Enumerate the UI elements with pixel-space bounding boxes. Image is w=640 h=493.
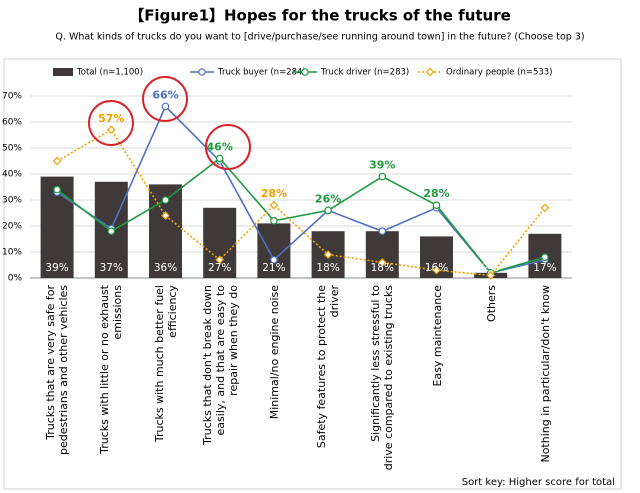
x-tick-label: Trucks that don't break down easily, and… xyxy=(200,285,240,445)
chart-title: 【Figure1】Hopes for the trucks of the fut… xyxy=(129,7,511,25)
point xyxy=(378,227,387,236)
y-tick-label: 60% xyxy=(2,118,22,128)
point xyxy=(161,102,170,111)
point xyxy=(53,185,61,194)
legend-label: Truck driver (n=283) xyxy=(320,68,409,78)
legend-marker xyxy=(198,68,206,76)
point xyxy=(215,255,225,265)
point xyxy=(52,156,62,166)
value-label: 16% xyxy=(425,262,448,274)
point xyxy=(540,203,550,213)
y-tick-label: 20% xyxy=(2,222,22,232)
value-label: 2% xyxy=(482,262,499,274)
footnote: Sort key: Higher score for total xyxy=(462,477,615,488)
point xyxy=(486,271,496,280)
series-line xyxy=(56,105,546,274)
x-tick-label: Trucks with little or no exhaust emissio… xyxy=(98,285,125,454)
point xyxy=(270,217,278,225)
x-tick-label: Easy maintenance xyxy=(430,285,443,387)
point xyxy=(107,227,116,236)
legend-marker xyxy=(425,67,435,77)
point xyxy=(432,201,441,210)
x-tick-label: Safety features to protect the driver xyxy=(315,285,342,449)
x-tick-label: Nothing in particular/don't know xyxy=(538,285,552,463)
legend-label: Ordinary people (n=533) xyxy=(446,68,553,78)
legend-swatch xyxy=(53,68,73,76)
point xyxy=(269,200,279,210)
y-tick-label: 0% xyxy=(8,274,23,284)
x-tick-label: Others xyxy=(484,285,498,322)
highlight-circle xyxy=(142,76,188,122)
point xyxy=(161,196,170,204)
chart-subtitle: Q. What kinds of trucks do you want to [… xyxy=(55,32,584,43)
value-label: 17% xyxy=(533,262,556,274)
point xyxy=(541,253,549,262)
legend-marker xyxy=(301,68,309,76)
value-label: 57% xyxy=(98,112,124,125)
point xyxy=(215,154,224,163)
bar xyxy=(365,231,399,278)
highlight-circle xyxy=(205,124,251,170)
bar xyxy=(203,207,237,278)
series-line xyxy=(56,157,546,274)
point xyxy=(324,206,332,215)
value-label: 18% xyxy=(371,262,394,274)
value-label: 39% xyxy=(45,262,68,274)
legend-label: Truck buyer (n=284) xyxy=(217,68,306,78)
value-label: 37% xyxy=(100,262,123,274)
series-line xyxy=(56,128,546,277)
x-tick-label: Significantly less stressful to drive co… xyxy=(369,285,396,471)
x-tick-label: Trucks with much better fuel efficiency xyxy=(152,285,179,443)
legend-label: Total (n=1,100) xyxy=(76,68,143,78)
value-label: 28% xyxy=(261,187,287,200)
value-label: 21% xyxy=(262,262,285,274)
value-label: 18% xyxy=(316,262,339,274)
y-tick-label: 50% xyxy=(2,144,22,154)
y-tick-label: 70% xyxy=(2,92,22,102)
highlight-circle xyxy=(88,100,134,146)
value-label: 26% xyxy=(315,192,341,205)
chart-frame xyxy=(3,58,622,490)
value-label: 46% xyxy=(207,140,233,153)
value-label: 66% xyxy=(152,88,178,101)
value-label: 36% xyxy=(154,262,177,274)
y-tick-label: 10% xyxy=(2,248,22,258)
value-label: 39% xyxy=(369,159,395,172)
point xyxy=(378,172,387,181)
x-tick-label: Minimal/no engine noise xyxy=(267,285,281,420)
point xyxy=(432,265,441,275)
point xyxy=(377,258,387,267)
point xyxy=(161,211,170,220)
value-label: 28% xyxy=(423,187,449,200)
point xyxy=(323,250,333,259)
point xyxy=(270,255,278,264)
x-tick-label: Trucks that are very safe for pedestrian… xyxy=(44,285,71,455)
y-tick-label: 30% xyxy=(2,196,22,206)
point xyxy=(106,125,116,135)
value-label: 27% xyxy=(208,262,231,274)
y-tick-label: 40% xyxy=(2,170,22,180)
